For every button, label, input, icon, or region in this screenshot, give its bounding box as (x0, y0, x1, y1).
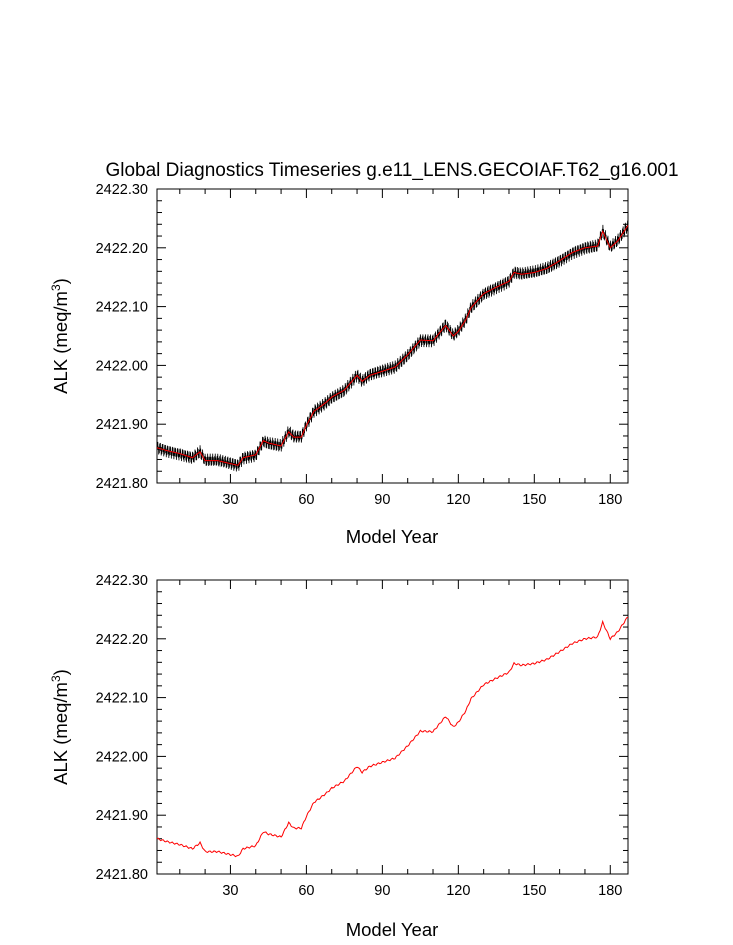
bottom-y-tick-label-2421.80: 2421.80 (96, 867, 148, 883)
bottom-annual-mean-series-line (156, 616, 629, 858)
top-y-axis-label-superscript: 3 (49, 284, 63, 291)
bottom-plot-frame (156, 579, 629, 875)
top-major-ticks (157, 188, 628, 484)
top-annual-mean-series-line (156, 225, 629, 466)
top-y-axis-label-text: ALK (meq/m (50, 291, 71, 394)
bottom-y-tick-label-2422.00: 2422.00 (96, 749, 148, 765)
top-x-tick-label-60: 60 (298, 492, 314, 508)
bottom-y-tick-label-2422.10: 2422.10 (96, 691, 148, 707)
bottom-y-axis-label: ALK (meq/m3) (49, 669, 71, 785)
top-minor-ticks (157, 189, 628, 483)
top-x-tick-label-180: 180 (598, 492, 622, 508)
bottom-x-tick-label-150: 150 (522, 883, 546, 899)
top-x-axis-label: Model Year (346, 526, 439, 547)
top-y-axis-label: ALK (meq/m3) (49, 278, 71, 394)
bottom-x-tick-label-30: 30 (222, 883, 238, 899)
bottom-y-tick-label-2422.30: 2422.30 (96, 573, 148, 589)
bottom-series-group (156, 616, 629, 858)
bottom-panel: 30 60 90 120 150 180 2421.80 2421.90 242… (49, 573, 629, 940)
top-x-tick-labels: 30 60 90 120 150 180 (222, 492, 622, 508)
bottom-y-axis-label-close: ) (50, 669, 71, 675)
top-y-axis-label-close: ) (50, 278, 71, 284)
bottom-y-tick-label-2421.90: 2421.90 (96, 808, 148, 824)
top-y-tick-label-2422.20: 2422.20 (96, 241, 148, 257)
chart-title: Global Diagnostics Timeseries g.e11_LENS… (105, 160, 678, 181)
bottom-major-ticks (157, 579, 628, 875)
top-y-tick-label-2422.10: 2422.10 (96, 300, 148, 316)
top-x-tick-label-150: 150 (522, 492, 546, 508)
bottom-x-axis-label: Model Year (346, 919, 439, 940)
bottom-x-tick-label-180: 180 (598, 883, 622, 899)
top-y-tick-label-2421.90: 2421.90 (96, 417, 148, 433)
top-panel: 30 60 90 120 150 180 2421.80 2421.90 242… (49, 182, 629, 547)
bottom-y-axis-label-superscript: 3 (49, 675, 63, 682)
bottom-y-tick-labels: 2421.80 2421.90 2422.00 2422.10 2422.20 … (96, 573, 148, 883)
top-y-tick-label-2422.30: 2422.30 (96, 182, 148, 198)
top-x-tick-label-90: 90 (374, 492, 390, 508)
bottom-x-tick-label-120: 120 (446, 883, 470, 899)
bottom-minor-ticks (157, 580, 628, 874)
top-monthly-series-line (156, 220, 629, 472)
bottom-x-tick-label-60: 60 (298, 883, 314, 899)
bottom-y-tick-label-2422.20: 2422.20 (96, 632, 148, 648)
top-series-group (156, 220, 629, 472)
top-y-tick-label-2422.00: 2422.00 (96, 358, 148, 374)
top-x-tick-label-120: 120 (446, 492, 470, 508)
top-plot-frame (156, 188, 629, 484)
bottom-y-axis-label-text: ALK (meq/m (50, 682, 71, 785)
top-y-tick-labels: 2421.80 2421.90 2422.00 2422.10 2422.20 … (96, 182, 148, 492)
top-y-tick-label-2421.80: 2421.80 (96, 476, 148, 492)
top-x-tick-label-30: 30 (222, 492, 238, 508)
bottom-x-tick-labels: 30 60 90 120 150 180 (222, 883, 622, 899)
bottom-x-tick-label-90: 90 (374, 883, 390, 899)
